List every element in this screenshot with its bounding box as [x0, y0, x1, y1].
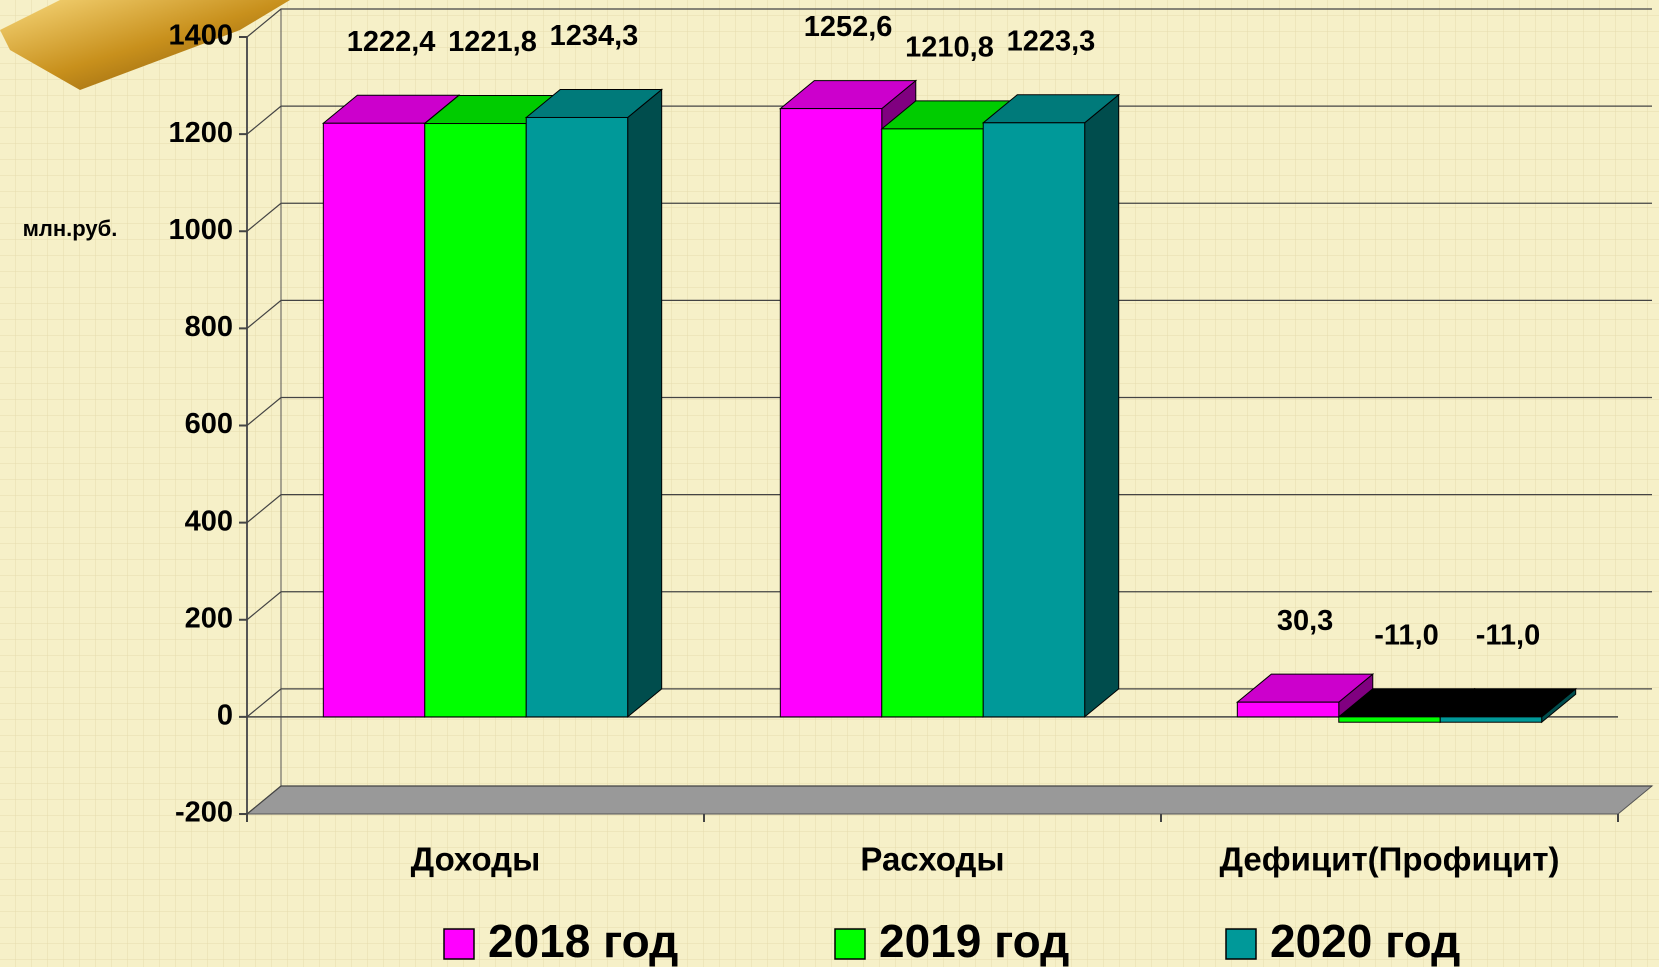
grid-line — [246, 688, 1652, 718]
x-tick-label: Расходы — [860, 841, 1004, 878]
bar — [1338, 716, 1441, 723]
value-label: 1222,4 — [347, 26, 436, 58]
bar — [881, 128, 984, 718]
value-label: 1234,3 — [550, 20, 639, 52]
grid-line — [246, 494, 1652, 524]
floor — [245, 785, 1654, 815]
y-tick-label: 1000 — [168, 214, 233, 246]
y-tick-label: 800 — [185, 311, 233, 343]
grid-line — [246, 785, 1652, 815]
y-tick-label: 1400 — [168, 20, 233, 52]
value-label: 30,3 — [1277, 605, 1333, 637]
legend-swatch — [443, 928, 475, 960]
grid-line — [246, 105, 1652, 135]
y-tick-label: 400 — [185, 505, 233, 537]
grid-line — [246, 396, 1652, 426]
grid-line — [246, 202, 1652, 232]
y-tick-label: 0 — [217, 700, 233, 732]
bar — [322, 122, 426, 718]
value-label: 1210,8 — [905, 32, 994, 64]
y-tick-label: 200 — [185, 602, 233, 634]
y-tick-label: 1200 — [168, 117, 233, 149]
bar — [525, 116, 629, 718]
bar-side — [627, 88, 663, 718]
x-tick-label: Дефицит(Профицит) — [1219, 841, 1559, 878]
bar-side — [1084, 93, 1120, 718]
value-label: -11,0 — [1374, 620, 1439, 652]
value-label: 1221,8 — [448, 26, 537, 58]
bar — [779, 108, 883, 718]
value-label: 1223,3 — [1007, 25, 1096, 57]
legend-swatch — [1225, 928, 1257, 960]
bar — [424, 123, 527, 718]
legend-label: 2019 год — [879, 915, 1069, 967]
legend-label: 2018 год — [488, 915, 678, 967]
legend-label: 2020 год — [1270, 915, 1460, 967]
grid-line — [246, 591, 1652, 621]
value-label: 1252,6 — [804, 11, 893, 43]
y-tick-label: -200 — [175, 797, 233, 829]
bar — [982, 122, 1086, 718]
legend-swatch — [834, 928, 866, 960]
x-tick-label: Доходы — [411, 841, 541, 878]
y-tick-label: 600 — [185, 408, 233, 440]
bar — [1439, 716, 1543, 723]
value-label: -11,0 — [1476, 620, 1541, 652]
gold-icon — [0, 0, 290, 90]
y-axis-label: млн.руб. — [23, 216, 118, 241]
bar — [1236, 701, 1340, 718]
grid-line — [246, 299, 1652, 329]
grid-line — [246, 8, 1652, 38]
